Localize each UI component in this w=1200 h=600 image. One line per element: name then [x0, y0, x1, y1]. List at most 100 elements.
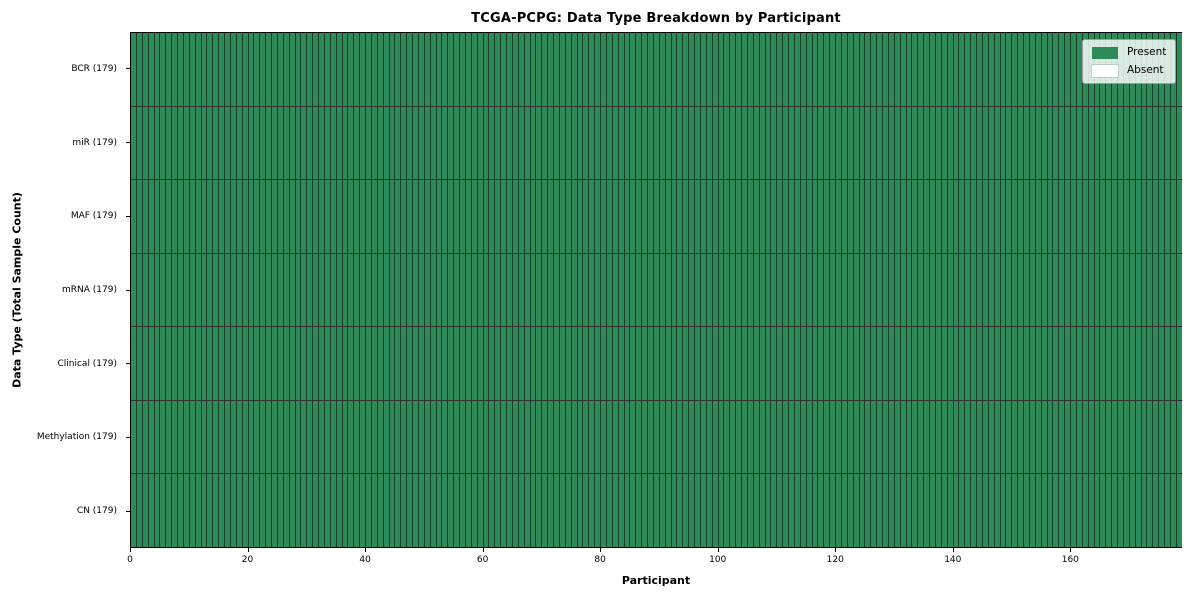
heatmap-cell [718, 253, 725, 327]
heatmap-cell [295, 180, 302, 253]
heatmap-cell [1112, 106, 1118, 180]
heatmap-cell [1000, 474, 1007, 548]
heatmap-cell [794, 180, 801, 253]
heatmap-cell [742, 106, 748, 180]
heatmap-cell [742, 180, 748, 253]
heatmap-cell [888, 474, 895, 548]
heatmap-cell [524, 474, 531, 548]
heatmap-cell [577, 327, 584, 400]
heatmap-cell [812, 106, 819, 180]
heatmap-cell [219, 106, 225, 180]
heatmap-cell [354, 106, 361, 180]
heatmap-cell [789, 474, 795, 548]
heatmap-cell [918, 253, 925, 327]
heatmap-cell [736, 33, 742, 106]
heatmap-cell [824, 106, 831, 180]
heatmap-cell [1147, 106, 1154, 180]
heatmap-cell [924, 106, 930, 180]
heatmap-cell [888, 327, 895, 400]
heatmap-cell [289, 253, 296, 327]
heatmap-cell [648, 474, 654, 548]
heatmap-cell [1012, 400, 1019, 474]
heatmap-cell [530, 400, 537, 474]
heatmap-cell [1053, 253, 1060, 327]
heatmap-cell [971, 327, 977, 400]
heatmap-cell [747, 474, 754, 548]
heatmap-cell [1165, 474, 1171, 548]
x-tick-mark [717, 548, 719, 552]
heatmap-cell [430, 400, 437, 474]
heatmap-cell [1159, 400, 1165, 474]
heatmap-cell [718, 106, 725, 180]
heatmap-cell [307, 33, 314, 106]
heatmap-cell [254, 474, 261, 548]
heatmap-cell [1176, 253, 1182, 327]
heatmap-cell [589, 474, 596, 548]
heatmap-cell [254, 253, 261, 327]
heatmap-cell [530, 180, 537, 253]
heatmap-cell [307, 327, 314, 400]
heatmap-cell [1176, 106, 1182, 180]
heatmap-cell [454, 253, 460, 327]
heatmap-cell [1100, 180, 1107, 253]
heatmap-cell [460, 327, 466, 400]
heatmap-cell [213, 33, 220, 106]
heatmap-cell [747, 180, 754, 253]
heatmap-cell [1106, 106, 1113, 180]
heatmap-cell [183, 400, 190, 474]
heatmap-cell [465, 327, 472, 400]
heatmap-cell [1082, 106, 1089, 180]
heatmap-cell [812, 474, 819, 548]
heatmap-cell [401, 180, 408, 253]
heatmap-cell [307, 400, 314, 474]
heatmap-cell [1106, 327, 1113, 400]
heatmap-cell [330, 327, 337, 400]
heatmap-cell [1012, 180, 1019, 253]
heatmap-cell [1000, 180, 1007, 253]
heatmap-cell [354, 327, 361, 400]
heatmap-cell [136, 33, 143, 106]
heatmap-cell [131, 400, 137, 474]
heatmap-cell [800, 400, 807, 474]
heatmap-cell [853, 180, 860, 253]
heatmap-cell [1123, 253, 1130, 327]
heatmap-cell [542, 180, 549, 253]
heatmap-cell [454, 180, 460, 253]
heatmap-cell [289, 474, 296, 548]
heatmap-cell [430, 474, 437, 548]
heatmap-cell [559, 253, 566, 327]
heatmap-cell [1118, 106, 1124, 180]
heatmap-cell [1041, 474, 1048, 548]
heatmap-cell [871, 106, 878, 180]
heatmap-cell [565, 474, 572, 548]
heatmap-cell [759, 474, 766, 548]
heatmap-cell [1000, 327, 1007, 400]
heatmap-cell [354, 180, 361, 253]
heatmap-cell [495, 106, 502, 180]
heatmap-cell [442, 33, 449, 106]
heatmap-cell [501, 253, 507, 327]
heatmap-cell [501, 474, 507, 548]
legend-label-present: Present [1127, 46, 1167, 58]
heatmap-cell [695, 180, 701, 253]
heatmap-cell [935, 33, 942, 106]
heatmap-cell [1024, 253, 1030, 327]
heatmap-cell [465, 33, 472, 106]
heatmap-cell [753, 33, 760, 106]
heatmap-cell [477, 253, 484, 327]
heatmap-cell [648, 253, 654, 327]
heatmap-cell [348, 400, 355, 474]
heatmap-cell [988, 474, 995, 548]
heatmap-cell [154, 327, 161, 400]
heatmap-cell [160, 106, 167, 180]
heatmap-cell [448, 106, 455, 180]
heatmap-cell [1053, 400, 1060, 474]
heatmap-cell [877, 327, 883, 400]
heatmap-cell [953, 327, 960, 400]
heatmap-cell [618, 327, 625, 400]
heatmap-cell [266, 400, 272, 474]
heatmap-cell [683, 33, 690, 106]
heatmap-cell [601, 400, 607, 474]
heatmap-cell [166, 474, 173, 548]
heatmap-cell [888, 400, 895, 474]
